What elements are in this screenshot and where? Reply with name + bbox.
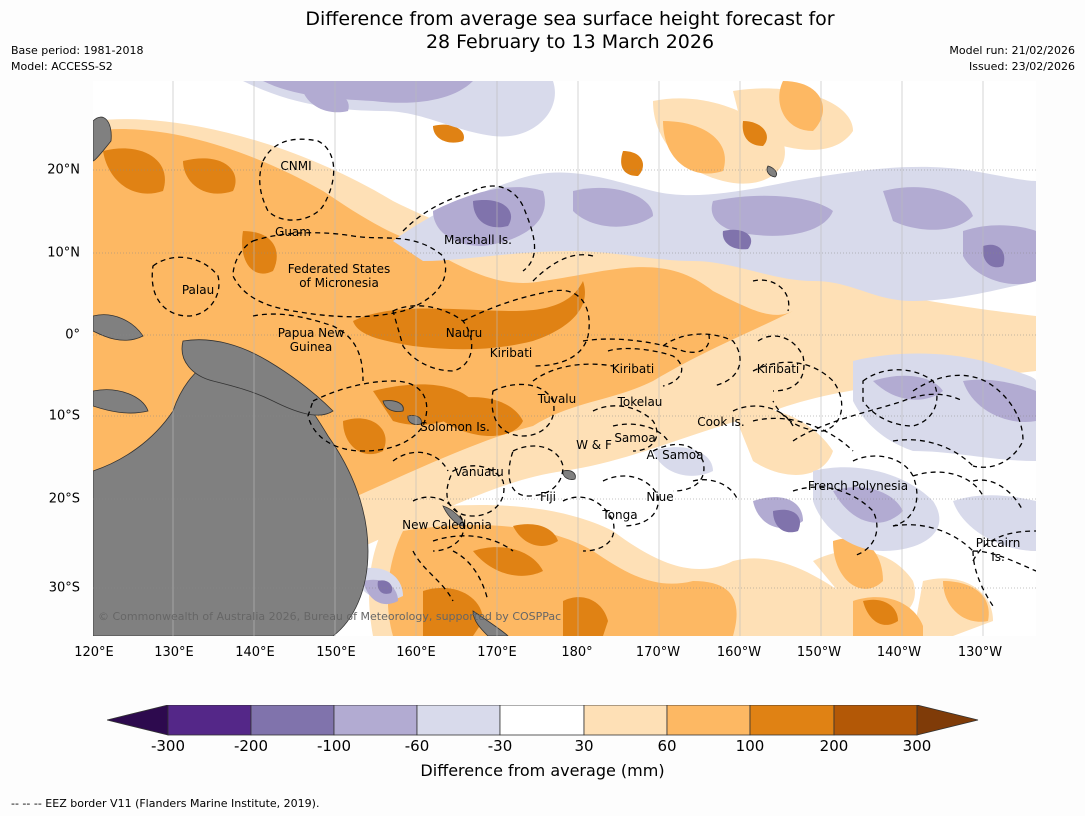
model-name: Model: ACCESS-S2 bbox=[11, 60, 113, 73]
lat-label-30s: 30°S bbox=[48, 580, 80, 596]
colorbar-tick: 30 bbox=[574, 737, 594, 755]
lon-label-120e: 120°E bbox=[74, 645, 114, 660]
title-line-1: Difference from average sea surface heig… bbox=[305, 8, 835, 30]
lon-label-140e: 140°E bbox=[235, 645, 275, 660]
lon-label-130e: 130°E bbox=[154, 645, 194, 660]
colorbar-tick: 100 bbox=[735, 737, 765, 755]
label-cook: Cook Is. bbox=[697, 415, 744, 429]
label-png-2: Guinea bbox=[290, 340, 333, 354]
label-samoa: Samoa bbox=[614, 431, 655, 445]
label-pitcairn-1: Pitcairn bbox=[976, 536, 1021, 550]
colorbar-bin-5 bbox=[499, 705, 585, 736]
philippines bbox=[93, 116, 112, 162]
lon-label-170w: 170°W bbox=[635, 645, 681, 660]
lat-label-10s: 10°S bbox=[48, 408, 80, 424]
label-marshall: Marshall Is. bbox=[444, 233, 512, 247]
colorbar-tick: -30 bbox=[487, 737, 513, 755]
colorbar-tick: 300 bbox=[902, 737, 932, 755]
lat-label-20s: 20°S bbox=[48, 491, 80, 507]
lat-label-20n: 20°N bbox=[47, 162, 80, 178]
landmass bbox=[93, 116, 777, 636]
label-tokelau: Tokelau bbox=[617, 395, 663, 409]
lon-label-180: 180° bbox=[561, 645, 593, 660]
region-labels: CNMI Guam Marshall Is. Federated States … bbox=[182, 159, 1020, 564]
model-run: Model run: 21/02/2026 bbox=[949, 44, 1075, 57]
sea-height-map: CNMI Guam Marshall Is. Federated States … bbox=[93, 81, 1036, 636]
label-pitcairn-2: Is. bbox=[991, 550, 1005, 564]
label-new-caledonia: New Caledonia bbox=[402, 518, 492, 532]
lat-gridlines bbox=[93, 169, 1036, 589]
anomaly-neg100-neg200 bbox=[377, 200, 1005, 594]
indonesia-north bbox=[93, 314, 144, 341]
label-wf: W & F bbox=[576, 438, 612, 452]
label-kiribati-c: Kiribati bbox=[612, 362, 654, 376]
lon-label-170e: 170°E bbox=[477, 645, 517, 660]
label-guam: Guam bbox=[275, 225, 311, 239]
indonesia-south bbox=[93, 389, 149, 414]
lat-label-10n: 10°N bbox=[47, 245, 80, 261]
lon-label-160e: 160°E bbox=[396, 645, 436, 660]
label-solomon: Solomon Is. bbox=[420, 420, 490, 434]
colorbar-bin-8 bbox=[749, 705, 835, 736]
colorbar-bin-4 bbox=[416, 705, 501, 736]
label-fiji: Fiji bbox=[540, 490, 556, 504]
colorbar bbox=[107, 705, 979, 736]
colorbar-tick: -300 bbox=[150, 737, 186, 755]
title-line-2: 28 February to 13 March 2026 bbox=[425, 31, 715, 53]
label-kiribati-w: Kiribati bbox=[490, 346, 532, 360]
colorbar-tick: -60 bbox=[404, 737, 430, 755]
label-tuvalu: Tuvalu bbox=[537, 392, 577, 406]
label-niue: Niue bbox=[646, 490, 673, 504]
label-png-1: Papua New bbox=[278, 326, 345, 340]
label-kiribati-e: Kiribati bbox=[757, 362, 799, 376]
lon-label-150w: 150°W bbox=[796, 645, 842, 660]
colorbar-tick: -200 bbox=[233, 737, 269, 755]
colorbar-bin-2 bbox=[250, 705, 335, 736]
label-french-polynesia: French Polynesia bbox=[808, 479, 908, 493]
issued-date: Issued: 23/02/2026 bbox=[968, 60, 1075, 73]
lon-label-150e: 150°E bbox=[316, 645, 356, 660]
lon-label-130w: 130°W bbox=[957, 645, 1003, 660]
label-cnmi: CNMI bbox=[280, 159, 311, 173]
copyright-notice: © Commonwealth of Australia 2026, Bureau… bbox=[98, 610, 562, 623]
label-palau: Palau bbox=[182, 283, 214, 297]
colorbar-label: Difference from average (mm) bbox=[420, 761, 665, 780]
base-period: Base period: 1981-2018 bbox=[11, 44, 144, 57]
lat-label-0: 0° bbox=[65, 327, 80, 343]
label-fsm-2: of Micronesia bbox=[299, 276, 379, 290]
colorbar-tick: -100 bbox=[316, 737, 352, 755]
label-nauru: Nauru bbox=[446, 326, 482, 340]
lon-label-140w: 140°W bbox=[876, 645, 922, 660]
colorbar-bin-1 bbox=[167, 705, 252, 736]
label-asamoa: A. Samoa bbox=[647, 448, 704, 462]
label-tonga: Tonga bbox=[601, 508, 637, 522]
colorbar-bin-7 bbox=[666, 705, 751, 736]
anomaly-100-200 bbox=[103, 121, 898, 636]
colorbar-tick: 60 bbox=[657, 737, 677, 755]
colorbar-bin-3 bbox=[333, 705, 418, 736]
colorbar-extend-low bbox=[107, 705, 169, 736]
colorbar-tick: 200 bbox=[819, 737, 849, 755]
colorbar-bin-9 bbox=[833, 705, 918, 736]
lon-label-160w: 160°W bbox=[716, 645, 762, 660]
eez-legend: -- -- -- EEZ border V11 (Flanders Marine… bbox=[11, 797, 320, 810]
label-vanuatu: Vanuatu bbox=[454, 465, 504, 479]
label-fsm-1: Federated States bbox=[288, 262, 390, 276]
colorbar-extend-high bbox=[916, 705, 979, 736]
colorbar-bin-6 bbox=[583, 705, 668, 736]
eez-borders bbox=[151, 138, 1036, 607]
